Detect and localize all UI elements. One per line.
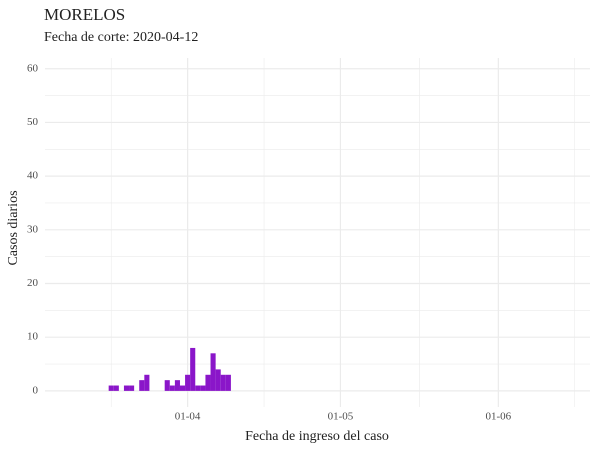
bar <box>215 369 221 391</box>
chart-subtitle: Fecha de corte: 2020-04-12 <box>44 30 198 45</box>
y-tick-label: 50 <box>27 116 39 128</box>
bar <box>144 374 150 391</box>
y-tick-label: 20 <box>27 277 39 289</box>
y-tick-label: 30 <box>27 223 39 235</box>
y-tick-label: 10 <box>27 331 39 343</box>
bar <box>190 347 196 391</box>
bar <box>164 380 170 391</box>
bar <box>210 353 216 391</box>
bar <box>108 385 114 391</box>
bar <box>220 374 226 391</box>
bar <box>200 385 206 391</box>
bar <box>129 385 135 391</box>
bar <box>174 380 180 391</box>
bar <box>179 385 186 391</box>
y-tick-label: 0 <box>33 384 39 396</box>
x-tick-label: 01-04 <box>175 411 201 423</box>
y-tick-label: 60 <box>27 62 39 74</box>
x-axis-label: Fecha de ingreso del caso <box>245 429 389 444</box>
bar <box>225 374 231 391</box>
bar <box>123 385 130 391</box>
y-axis-label: Casos diarios <box>6 190 21 265</box>
bar <box>185 374 191 391</box>
bar <box>205 374 211 391</box>
bar <box>139 380 145 391</box>
x-tick-label: 01-06 <box>485 411 511 423</box>
bar <box>113 385 119 391</box>
bar <box>169 385 175 391</box>
chart-title: MORELOS <box>44 5 125 24</box>
y-tick-label: 40 <box>27 170 39 182</box>
bar <box>195 385 201 391</box>
x-tick-label: 01-05 <box>328 411 354 423</box>
